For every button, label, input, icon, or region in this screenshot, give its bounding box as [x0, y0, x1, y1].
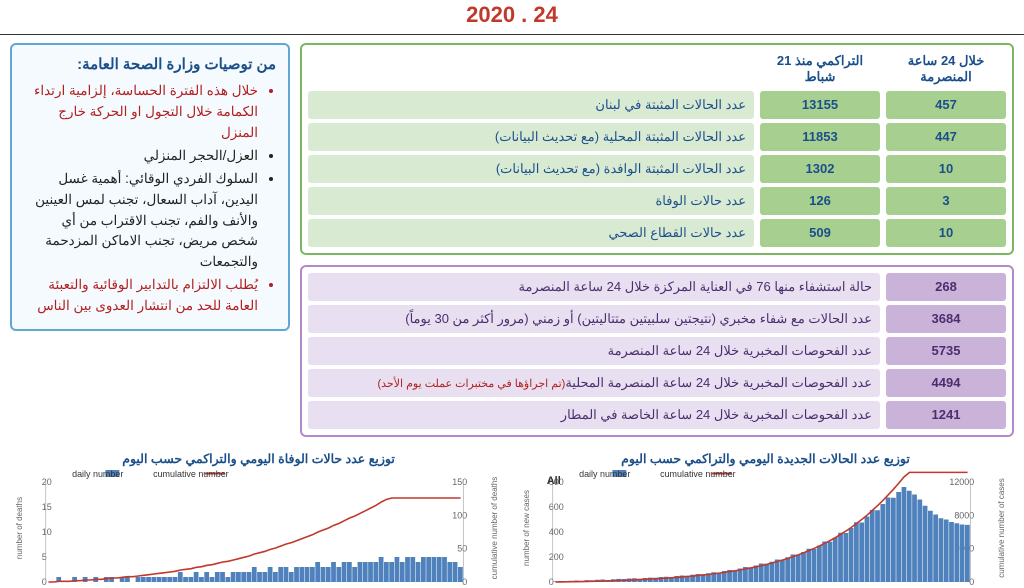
table-row: 10509عدد حالات القطاع الصحي — [308, 219, 1006, 247]
value-cumulative: 1302 — [760, 155, 880, 183]
value-24h: 10 — [886, 219, 1006, 247]
table-row: 268حالة استشفاء منها 76 في العناية المرك… — [308, 273, 1006, 301]
row-label: عدد الفحوصات المخبرية خلال 24 ساعة المنص… — [308, 337, 880, 365]
svg-text:20: 20 — [42, 477, 52, 487]
table-row: 4494عدد الفحوصات المخبرية خلال 24 ساعة ا… — [308, 369, 1006, 397]
table-row: 5735عدد الفحوصات المخبرية خلال 24 ساعة ا… — [308, 337, 1006, 365]
svg-text:10: 10 — [42, 527, 52, 537]
green-stats-band: خلال 24 ساعة المنصرمة التراكمي منذ 21 شب… — [300, 43, 1014, 255]
svg-text:cumulative number: cumulative number — [153, 469, 229, 479]
value-purple: 4494 — [886, 369, 1006, 397]
table-row: 44711853عدد الحالات المثبتة المحلية (مع … — [308, 123, 1006, 151]
row-label: عدد الحالات المثبتة في لبنان — [308, 91, 754, 119]
row-label: حالة استشفاء منها 76 في العناية المركزة … — [308, 273, 880, 301]
cases-chart-title: توزيع عدد الحالات الجديدة اليومي والتراك… — [517, 451, 1014, 466]
svg-text:cumulative number of deaths: cumulative number of deaths — [490, 477, 499, 580]
cases-chart-svg: 020040060080004000800012000daily numberc… — [517, 468, 1014, 588]
svg-text:cumulative number of cases: cumulative number of cases — [997, 478, 1006, 578]
recommendation-item: العزل/الحجر المنزلي — [24, 146, 258, 167]
page-date: 24 . 2020 — [0, 0, 1024, 35]
svg-text:All: All — [547, 475, 561, 487]
svg-text:150: 150 — [452, 477, 467, 487]
value-purple: 3684 — [886, 305, 1006, 333]
purple-stats-band: 268حالة استشفاء منها 76 في العناية المرك… — [300, 265, 1014, 437]
recommendation-item: يُطلب الالتزام بالتدابير الوقائية والتعب… — [24, 275, 258, 317]
header-label-spacer — [308, 51, 754, 87]
recommendation-item: السلوك الفردي الوقائي: أهمية غسل اليدين،… — [24, 169, 258, 274]
svg-text:number of deaths: number of deaths — [15, 497, 24, 559]
table-row: 3684عدد الحالات مع شفاء مخبري (نتيجتين س… — [308, 305, 1006, 333]
svg-text:cumulative number: cumulative number — [660, 469, 736, 479]
svg-text:daily number: daily number — [72, 469, 123, 479]
row-label: عدد حالات الوفاة — [308, 187, 754, 215]
recommendations-box: من توصيات وزارة الصحة العامة: خلال هذه ا… — [10, 43, 290, 331]
deaths-chart-svg: 05101520050100150daily numbercumulative … — [10, 468, 507, 588]
value-cumulative: 11853 — [760, 123, 880, 151]
value-24h: 3 — [886, 187, 1006, 215]
charts-row: توزيع عدد الحالات الجديدة اليومي والتراك… — [0, 447, 1024, 588]
svg-text:daily number: daily number — [579, 469, 630, 479]
recommendations-title: من توصيات وزارة الصحة العامة: — [24, 55, 276, 73]
cases-chart-box: توزيع عدد الحالات الجديدة اليومي والتراك… — [517, 451, 1014, 588]
row-label: عدد الحالات مع شفاء مخبري (نتيجتين سلبيت… — [308, 305, 880, 333]
value-cumulative: 13155 — [760, 91, 880, 119]
value-24h: 457 — [886, 91, 1006, 119]
header-24h: خلال 24 ساعة المنصرمة — [886, 51, 1006, 87]
svg-text:8000: 8000 — [954, 510, 974, 520]
main-layout: خلال 24 ساعة المنصرمة التراكمي منذ 21 شب… — [0, 35, 1024, 447]
table-row: 101302عدد الحالات المثبتة الوافدة (مع تح… — [308, 155, 1006, 183]
data-tables-column: خلال 24 ساعة المنصرمة التراكمي منذ 21 شب… — [300, 43, 1014, 447]
svg-text:200: 200 — [549, 552, 564, 562]
recommendations-column: من توصيات وزارة الصحة العامة: خلال هذه ا… — [10, 43, 290, 447]
value-24h: 10 — [886, 155, 1006, 183]
row-label: عدد الحالات المثبتة الوافدة (مع تحديث ال… — [308, 155, 754, 183]
header-cumulative: التراكمي منذ 21 شباط — [760, 51, 880, 87]
table-row: 45713155عدد الحالات المثبتة في لبنان — [308, 91, 1006, 119]
svg-text:15: 15 — [42, 502, 52, 512]
deaths-chart-title: توزيع عدد حالات الوفاة اليومي والتراكمي … — [10, 451, 507, 466]
row-label: عدد الفحوصات المخبرية خلال 24 ساعة المنص… — [308, 369, 880, 397]
value-purple: 1241 — [886, 401, 1006, 429]
green-header-row: خلال 24 ساعة المنصرمة التراكمي منذ 21 شب… — [308, 51, 1006, 87]
value-cumulative: 509 — [760, 219, 880, 247]
svg-text:number of new cases: number of new cases — [522, 490, 531, 566]
deaths-chart-box: توزيع عدد حالات الوفاة اليومي والتراكمي … — [10, 451, 507, 588]
row-label: عدد الفحوصات المخبرية خلال 24 ساعة الخاص… — [308, 401, 880, 429]
value-purple: 268 — [886, 273, 1006, 301]
row-label: عدد الحالات المثبتة المحلية (مع تحديث ال… — [308, 123, 754, 151]
row-label: عدد حالات القطاع الصحي — [308, 219, 754, 247]
svg-text:400: 400 — [549, 527, 564, 537]
value-24h: 447 — [886, 123, 1006, 151]
value-cumulative: 126 — [760, 187, 880, 215]
table-row: 3126عدد حالات الوفاة — [308, 187, 1006, 215]
table-row: 1241عدد الفحوصات المخبرية خلال 24 ساعة ا… — [308, 401, 1006, 429]
recommendations-list: خلال هذه الفترة الحساسة، إلزامية ارتداء … — [24, 81, 276, 317]
svg-text:600: 600 — [549, 502, 564, 512]
recommendation-item: خلال هذه الفترة الحساسة، إلزامية ارتداء … — [24, 81, 258, 144]
value-purple: 5735 — [886, 337, 1006, 365]
svg-text:100: 100 — [452, 510, 467, 520]
svg-text:50: 50 — [457, 544, 467, 554]
